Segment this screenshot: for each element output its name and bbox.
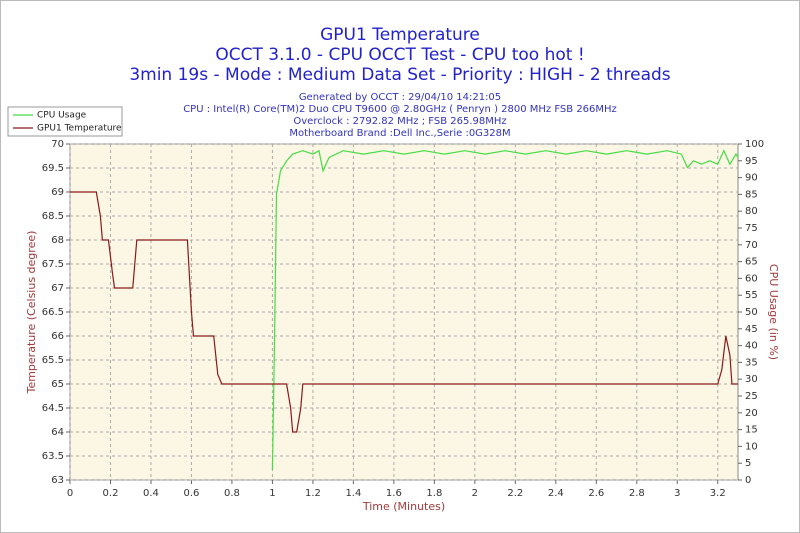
x-tick-label: 0.8 — [224, 488, 240, 499]
x-tick-label: 0.4 — [143, 488, 159, 499]
info-line: Overclock : 2792.82 MHz ; FSB 265.98MHz — [293, 116, 506, 127]
y2-tick-label: 5 — [745, 458, 751, 469]
x-tick-label: 1.8 — [426, 488, 442, 499]
x-tick-label: 2.4 — [548, 488, 564, 499]
y2-tick-label: 55 — [745, 290, 758, 301]
y-tick-label: 63.5 — [42, 451, 64, 462]
x-tick-label: 2.2 — [507, 488, 523, 499]
subtitle: OCCT 3.1.0 - CPU OCCT Test - CPU too hot… — [215, 45, 584, 65]
chart-title: GPU1 Temperature — [320, 25, 480, 45]
x-tick-label: 2.8 — [629, 488, 645, 499]
y-tick-label: 64.5 — [42, 403, 64, 414]
y-tick-label: 66.5 — [42, 307, 64, 318]
x-tick-label: 0.6 — [184, 488, 200, 499]
info-line: Generated by OCCT : 29/04/10 14:21:05 — [299, 92, 501, 103]
x-axis-label: Time (Minutes) — [362, 500, 445, 513]
x-tick-label: 3 — [674, 488, 680, 499]
info-line: CPU : Intel(R) Core(TM)2 Duo CPU T9600 @… — [183, 104, 617, 115]
y-tick-label: 68 — [51, 235, 64, 246]
y2-tick-label: 70 — [745, 240, 758, 251]
subtitle: 3min 19s - Mode : Medium Data Set - Prio… — [129, 65, 670, 85]
y2-tick-label: 90 — [745, 173, 758, 184]
x-tick-label: 2 — [472, 488, 478, 499]
y-tick-label: 68.5 — [42, 211, 64, 222]
legend — [7, 106, 123, 137]
y2-tick-label: 30 — [745, 374, 758, 385]
info-line: Motherboard Brand :Dell Inc.,Serie :0G32… — [289, 128, 510, 139]
y2-tick-label: 20 — [745, 408, 758, 419]
plot-area — [69, 143, 739, 481]
y-tick-label: 66 — [51, 331, 64, 342]
y2-tick-label: 40 — [745, 341, 758, 352]
x-tick-label: 1 — [269, 488, 275, 499]
y-tick-label: 69 — [51, 187, 64, 198]
y2-tick-label: 100 — [745, 139, 764, 150]
data-line — [70, 191, 738, 433]
x-tick-label: 1.6 — [386, 488, 402, 499]
y-axis-label: Temperature (Celsius degree) — [25, 231, 38, 395]
x-tick-label: 1.4 — [345, 488, 361, 499]
y-tick-label: 67.5 — [42, 259, 64, 270]
y2-tick-label: 95 — [745, 156, 758, 167]
data-line — [271, 149, 739, 470]
y2-tick-label: 85 — [745, 189, 758, 200]
y2-axis-label: CPU Usage (in %) — [767, 264, 780, 360]
x-tick-label: 2.6 — [588, 488, 604, 499]
y-tick-label: 69.5 — [42, 163, 64, 174]
y2-tick-label: 50 — [745, 307, 758, 318]
y-tick-label: 63 — [51, 475, 64, 486]
y-tick-label: 65.5 — [42, 355, 64, 366]
y2-tick-label: 15 — [745, 425, 758, 436]
y2-tick-label: 25 — [745, 391, 758, 402]
legend-label: CPU Usage — [37, 111, 87, 121]
y2-tick-label: 35 — [745, 357, 758, 368]
y2-tick-label: 75 — [745, 223, 758, 234]
legend-label: GPU1 Temperature — [37, 124, 122, 134]
x-tick-label: 3.2 — [710, 488, 726, 499]
y2-tick-label: 0 — [745, 475, 751, 486]
x-tick-label: 1.2 — [305, 488, 321, 499]
x-tick-label: 0 — [67, 488, 73, 499]
y-tick-label: 70 — [51, 139, 64, 150]
y-tick-label: 67 — [51, 283, 64, 294]
x-tick-label: 0.2 — [103, 488, 119, 499]
y-tick-label: 65 — [51, 379, 64, 390]
y2-tick-label: 60 — [745, 273, 758, 284]
y2-tick-label: 45 — [745, 324, 758, 335]
y2-tick-label: 10 — [745, 441, 758, 452]
y2-tick-label: 80 — [745, 206, 758, 217]
y2-tick-label: 65 — [745, 257, 758, 268]
y-tick-label: 64 — [51, 427, 64, 438]
